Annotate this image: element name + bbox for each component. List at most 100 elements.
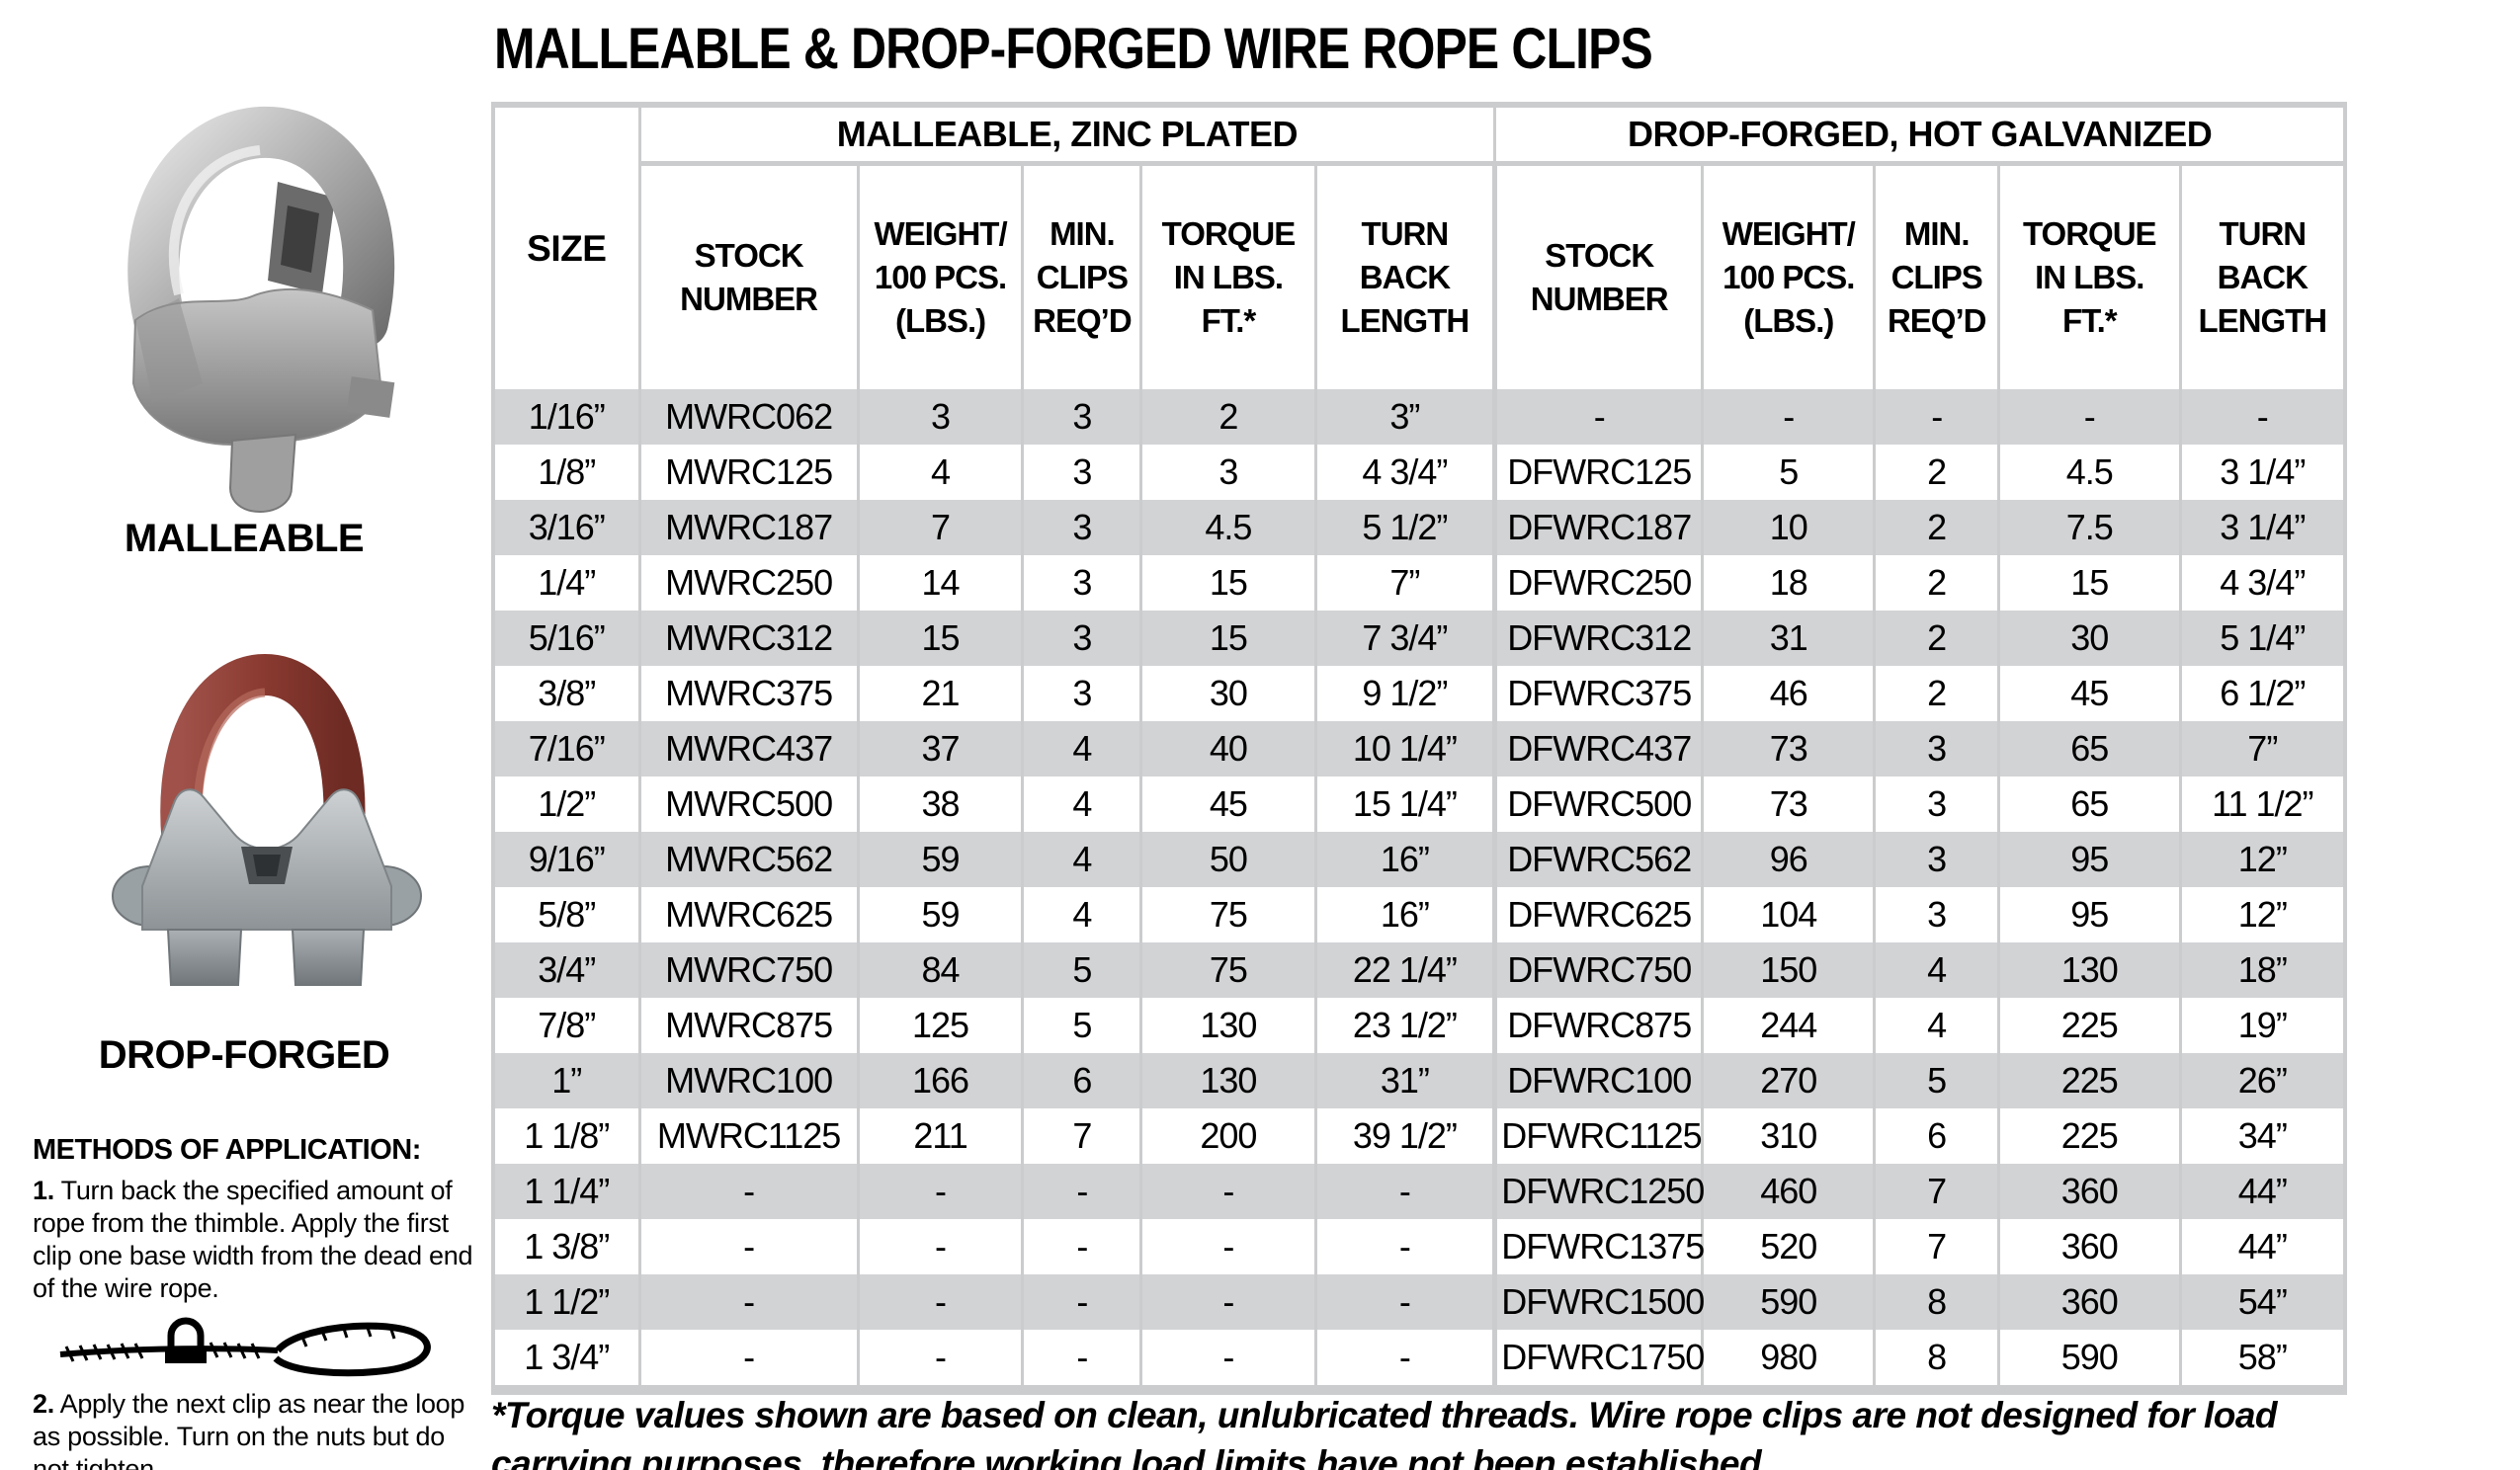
table-cell: 44” <box>2237 1226 2288 1266</box>
table-cell: - <box>639 1219 860 1274</box>
col-header-stock-number-drop-forged: STOCK NUMBER <box>1494 163 1705 389</box>
table-row: 5/16” MWRC312 15 3 15 7 3/4” DFWRC312 31 2 30 5 1/… <box>493 611 2345 666</box>
table-cell: 3 <box>858 389 1025 445</box>
table-cell: 5/8” <box>493 887 641 942</box>
table-cell: 4 <box>1874 998 2000 1053</box>
table-cell: 12” <box>2237 839 2288 879</box>
table-cell: 11 1/2” <box>2212 783 2313 824</box>
table-cell: DFWRC1125 <box>1494 1108 1705 1164</box>
table-row: 1/4” MWRC250 14 3 15 7” DFWRC250 18 2 15 4 3/4” <box>493 555 2345 611</box>
table-row: 5/8” MWRC625 59 4 75 16” DFWRC625 104 3 95 12” <box>493 887 2345 942</box>
table-cell: DFWRC562 <box>1494 832 1705 887</box>
table-cell: DFWRC875 <box>1494 998 1705 1053</box>
table-cell: 3” <box>1315 389 1498 445</box>
table-cell: - <box>1140 1164 1317 1219</box>
table-cell: 3 <box>1140 445 1317 500</box>
footnote: *Torque values shown are based on clean,… <box>491 1395 2278 1470</box>
table-cell: MWRC750 <box>639 942 860 998</box>
table-cell: 8 <box>1874 1274 2000 1330</box>
col-header-stock-number-malleable: STOCK NUMBER <box>639 163 860 389</box>
table-row: 3/16” MWRC187 7 3 4.5 5 1/2” DFWRC187 10 2 7.5 3 1… <box>493 500 2345 555</box>
table-cell: DFWRC1375 <box>1494 1219 1705 1274</box>
table-cell: MWRC250 <box>639 555 860 611</box>
method-step-2-text: Apply the next clip as near the loop as … <box>33 1389 465 1470</box>
table-cell: 5/16” <box>493 611 641 666</box>
drop-forged-label: DROP-FORGED <box>98 1033 390 1077</box>
table-cell: 46 <box>1702 666 1877 721</box>
col-header-weight-malleable: WEIGHT/ 100 PCS. (LBS.) <box>858 163 1025 389</box>
table-cell: 12” <box>2237 894 2288 935</box>
table-cell: 75 <box>1140 887 1317 942</box>
table-cell: 4 <box>1022 887 1143 942</box>
table-cell: 9/16” <box>493 832 641 887</box>
table-cell: 4 <box>1874 942 2000 998</box>
table-cell: 1 3/8” <box>493 1219 641 1274</box>
table-row: 1 3/8” - - - - - DFWRC1375 520 7 360 44” <box>493 1219 2345 1274</box>
table-cell: 104 <box>1702 887 1877 942</box>
table-cell: 84 <box>858 942 1025 998</box>
table-cell: 244 <box>1702 998 1877 1053</box>
table-cell: DFWRC1500 <box>1494 1274 1705 1330</box>
table-cell: 225 <box>1998 998 2182 1053</box>
table-cell: 125 <box>858 998 1025 1053</box>
col-header-min-clips-malleable: MIN. CLIPS REQ’D <box>1022 163 1143 389</box>
table-body: 1/16” MWRC062 3 3 2 3” - - - - -1/8” MWRC125 4 3 3 4 3/… <box>493 389 2345 1390</box>
table-cell: 200 <box>1140 1108 1317 1164</box>
table-cell: DFWRC375 <box>1494 666 1705 721</box>
table-cell: DFWRC437 <box>1494 721 1705 776</box>
table-row: 1 1/4” - - - - - DFWRC1250 460 7 360 44” <box>493 1164 2345 1219</box>
table-cell: 10 <box>1702 500 1877 555</box>
table-cell: 3/8” <box>493 666 641 721</box>
table-cell: 15 1/4” <box>1315 776 1498 832</box>
table-cell: DFWRC312 <box>1494 611 1705 666</box>
table-cell: 3 <box>1022 389 1143 445</box>
table-cell: MWRC625 <box>639 887 860 942</box>
table-cell: - <box>1315 1164 1498 1219</box>
method-step-1-number: 1. <box>33 1176 54 1205</box>
table-cell: 4 3/4” <box>2220 562 2306 603</box>
table-cell: 7.5 <box>1998 500 2182 555</box>
table-cell: - <box>858 1330 1025 1390</box>
table-cell: 34” <box>2237 1115 2288 1156</box>
table-cell: MWRC100 <box>639 1053 860 1108</box>
table-cell: 30 <box>1998 611 2182 666</box>
table-cell: 1/8” <box>493 445 641 500</box>
table-cell: 3 <box>1022 500 1143 555</box>
table-cell: 3 <box>1022 555 1143 611</box>
table-cell: - <box>1140 1330 1317 1390</box>
table-cell: MWRC437 <box>639 721 860 776</box>
table-cell: 310 <box>1702 1108 1877 1164</box>
table-cell: DFWRC125 <box>1494 445 1705 500</box>
table-cell: 1/16” <box>493 389 641 445</box>
table-cell: 3 <box>1874 776 2000 832</box>
col-header-torque-drop-forged: TORQUE IN LBS. FT.* <box>1998 163 2182 389</box>
table-cell: - <box>1140 1274 1317 1330</box>
table-cell: 3 1/4” <box>2220 507 2306 547</box>
table-cell: - <box>2256 396 2269 437</box>
table-cell: 14 <box>858 555 1025 611</box>
table-cell: 460 <box>1702 1164 1877 1219</box>
table-cell: 6 <box>1874 1108 2000 1164</box>
table-cell: DFWRC100 <box>1494 1053 1705 1108</box>
table-cell: MWRC500 <box>639 776 860 832</box>
table-cell: 7 <box>1874 1219 2000 1274</box>
table-cell: 45 <box>1140 776 1317 832</box>
table-cell: 7 <box>858 500 1025 555</box>
table-cell: 40 <box>1140 721 1317 776</box>
table-cell: DFWRC1750 <box>1494 1330 1705 1390</box>
methods-heading: METHODS OF APPLICATION: <box>33 1134 421 1166</box>
table-cell: 5 <box>1874 1053 2000 1108</box>
table-cell: 75 <box>1140 942 1317 998</box>
table-cell: 7” <box>2247 728 2278 769</box>
table-cell: 2 <box>1874 666 2000 721</box>
table-cell: 16” <box>1315 887 1498 942</box>
col-header-turn-back-malleable: TURN BACK LENGTH <box>1315 163 1498 389</box>
table-cell: 4.5 <box>1998 445 2182 500</box>
table-cell: MWRC062 <box>639 389 860 445</box>
table-cell: 96 <box>1702 832 1877 887</box>
table-cell: 3 1/4” <box>2220 451 2306 492</box>
table-cell: - <box>1315 1219 1498 1274</box>
page-title: MALLEABLE & DROP-FORGED WIRE ROPE CLIPS <box>494 17 1653 81</box>
table-row: 1 1/2” - - - - - DFWRC1500 590 8 360 54” <box>493 1274 2345 1330</box>
table-cell: - <box>1022 1330 1143 1390</box>
